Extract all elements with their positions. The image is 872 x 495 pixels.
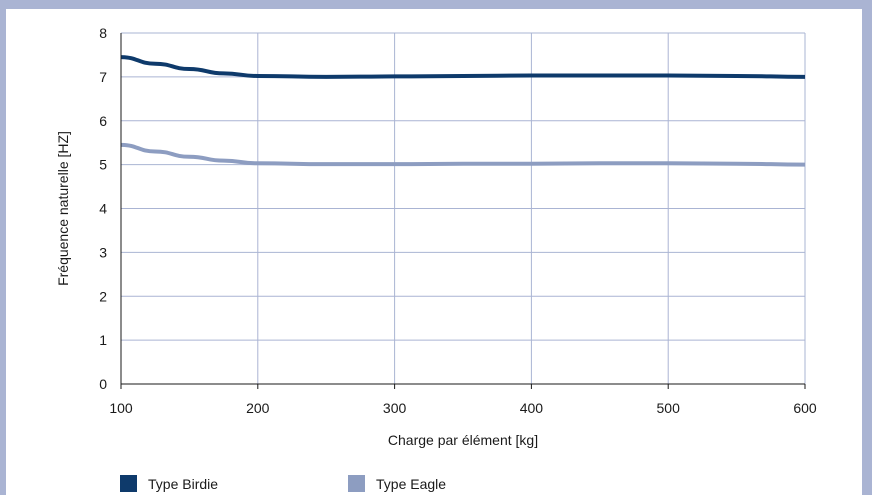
y-tick-label: 7	[99, 69, 107, 85]
legend-swatch-birdie	[120, 475, 137, 492]
chart-panel: 0 1 2 3 4 5 6 7 8 100 200 300 400 500 600 Fréquence na…	[6, 9, 862, 495]
legend-item-birdie: Type Birdie	[120, 475, 218, 492]
x-tick-label: 600	[793, 400, 817, 416]
y-tick-label: 2	[99, 288, 107, 304]
series-line-type-birdie	[120, 55, 806, 79]
legend-label-eagle: Type Eagle	[376, 475, 447, 492]
legend-item-eagle: Type Eagle	[348, 475, 446, 492]
y-tick-label: 0	[99, 376, 107, 392]
legend-label-birdie: Type Birdie	[148, 475, 219, 492]
x-tick-label: 400	[520, 400, 544, 416]
x-tick-label: 300	[383, 400, 407, 416]
series-line-type-eagle	[120, 142, 806, 167]
x-axis-title: Charge par élément [kg]	[388, 432, 538, 448]
y-tick-label: 3	[99, 244, 107, 260]
y-tick-label: 4	[99, 201, 107, 217]
x-tick-label: 100	[109, 400, 133, 416]
x-tick-label: 500	[657, 400, 681, 416]
y-tick-label: 6	[99, 113, 107, 129]
legend-swatch-eagle	[348, 475, 365, 492]
line-chart: 0 1 2 3 4 5 6 7 8 100 200 300 400 500 600 Fréquence na…	[55, 25, 817, 448]
y-tick-label: 8	[99, 25, 107, 41]
y-axis-title: Fréquence naturelle [HZ]	[55, 131, 71, 286]
y-tick-label: 5	[99, 157, 107, 173]
x-tick-label: 200	[246, 400, 270, 416]
y-tick-label: 1	[99, 332, 107, 348]
